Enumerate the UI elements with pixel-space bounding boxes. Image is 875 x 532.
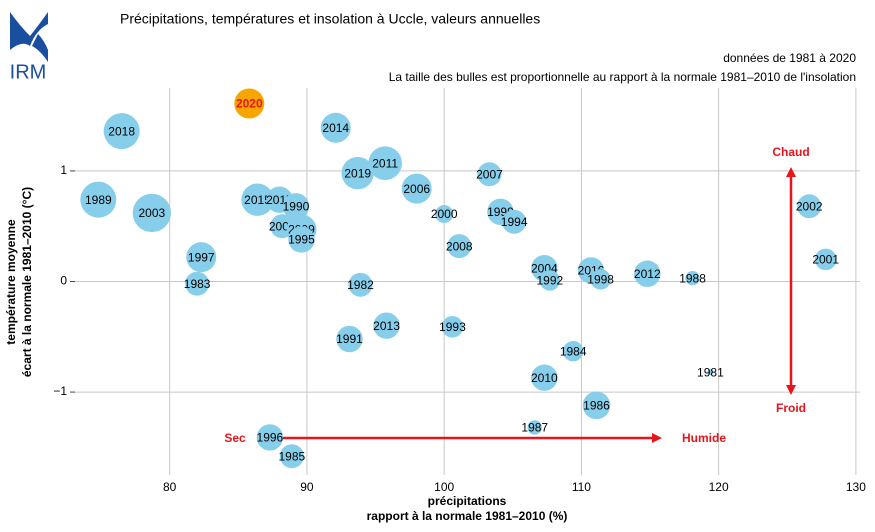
bubble [80,181,117,218]
bubble [288,226,315,253]
bubble [590,269,611,290]
bubble [336,325,363,353]
data-label: 1986 [583,399,610,413]
x-tick-label: 100 [434,480,454,494]
bubble [373,312,400,339]
bubble [103,113,140,150]
bubble [634,260,661,287]
bubble [539,270,561,291]
bubble [279,444,304,469]
data-label: 1984 [560,344,587,358]
logo-shape [32,34,48,62]
data-label: 2008 [446,239,473,253]
data-label: 2010 [531,371,558,385]
grid [75,88,860,475]
subtitle: données de 1981 à 2020 [723,51,856,65]
x-tick-label: 90 [300,480,314,494]
y-axis-title: écart à la normale 1981–2010 (°C) [20,187,34,377]
bubble [241,183,274,216]
bubble [341,156,374,190]
bubble [797,194,822,219]
bubble [814,248,837,271]
bubble [132,193,172,233]
y-axis-title: température moyenne [4,219,18,345]
x-tick-label: 110 [572,480,591,494]
bubble [435,205,454,224]
y-tick-label: 0 [60,274,67,288]
arrowhead [652,433,662,443]
data-label: 1982 [347,278,374,292]
data-label: 2014 [322,121,349,135]
data-label: 1998 [587,272,614,286]
data-label: 1989 [85,193,112,207]
data-label: 2013 [373,319,400,333]
annotation: Humide [682,431,726,445]
bubble [502,209,527,234]
data-label: 1997 [188,250,215,264]
data-label: 2006 [403,182,430,196]
x-axis-title: rapport à la normale 1981–2010 (%) [367,509,568,523]
x-tick-label: 80 [163,480,177,494]
data-label: 1987 [521,421,548,435]
bubble [685,270,700,286]
annotation: Froid [776,401,806,415]
bubble [282,193,310,220]
data-label: 1981 [697,365,724,379]
chart-title: Précipitations, températures et insolati… [120,11,540,27]
y-tick-label: −1 [53,384,67,398]
data-label: 2012 [634,267,661,281]
data-label: 1991 [336,332,363,346]
data-label: 2015 [244,193,271,207]
annotation: Sec [224,431,246,445]
x-tick-label: 120 [709,480,729,494]
bubble [320,112,351,143]
data-label: 1988 [679,271,706,285]
data-label: 2003 [139,206,166,220]
x-tick-label: 130 [846,480,866,494]
data-label: 1983 [184,277,211,291]
logo-text: IRM [10,61,47,83]
logo: IRM [10,12,48,83]
bubble [531,364,558,391]
data-label: 2019 [344,166,371,180]
bubble [186,242,217,273]
y-tick-label: 1 [60,163,67,177]
data-label: 2018 [108,124,135,138]
data-label: 1985 [278,449,305,463]
data-label: 1993 [439,320,466,334]
bubble [368,146,402,180]
data-label: 1996 [257,431,284,445]
bubble [582,391,611,420]
data-label: 2000 [431,207,458,221]
bubble [441,316,464,338]
bubble [234,88,265,119]
data-label: 2002 [796,199,823,213]
bubble [348,272,373,297]
bubble [477,162,502,187]
bubble [527,420,542,435]
data-label: 2001 [812,253,839,267]
arrowhead [786,385,796,395]
data-label: 1994 [501,215,528,229]
data-label: 2007 [476,167,503,181]
data-label: 1995 [288,233,315,247]
data-label: 2011 [372,156,398,170]
bubble [256,424,284,451]
bubble [707,369,714,376]
x-axis-title: précipitations [428,494,507,508]
bubble [562,340,584,362]
data-label: 2020 [236,97,263,111]
data-label: 1990 [283,199,310,213]
bubbles: 2020201820141989200320152017199020052009… [80,88,839,469]
subtitle: La taille des bulles est proportionnelle… [389,70,856,84]
annotation-arrows [266,167,796,443]
bubble [185,271,210,296]
data-label: 1992 [536,274,563,288]
bubble [447,234,472,259]
arrowhead [786,167,796,177]
logo-shape [10,12,48,50]
annotation: Chaud [772,145,809,159]
bubble [401,173,432,204]
